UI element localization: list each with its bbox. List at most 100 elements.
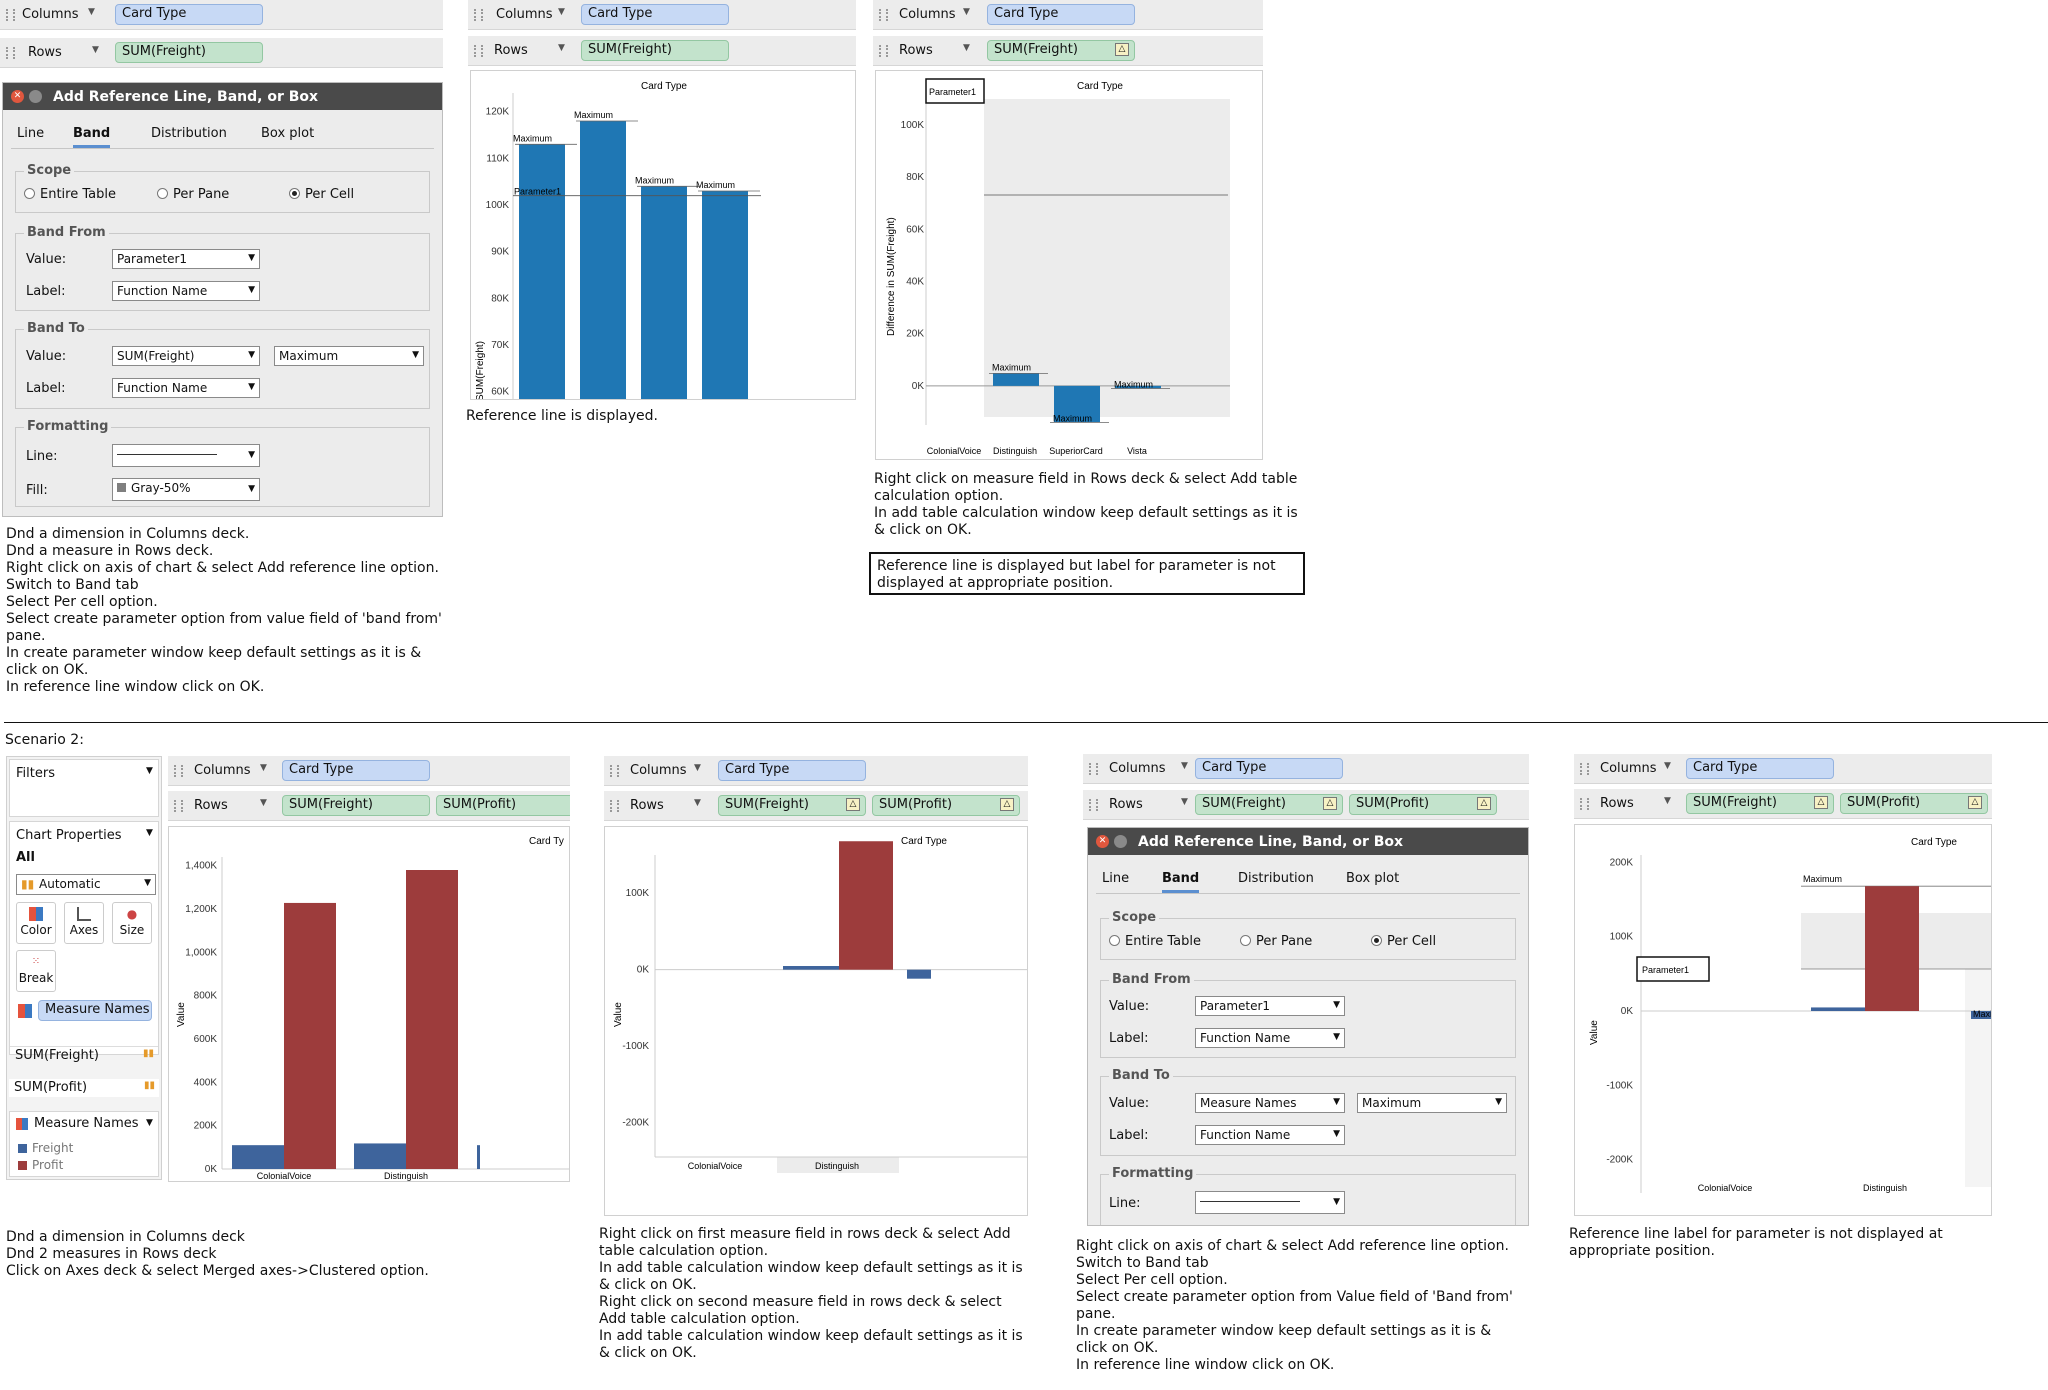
chevron-down-icon[interactable]: ▼ (146, 828, 153, 838)
columns-shelf[interactable]: Columns ▼ Card Type (873, 0, 1263, 30)
columns-shelf[interactable]: Columns ▼ Card Type (1083, 754, 1529, 784)
chevron-down-icon[interactable]: ▼ (694, 798, 701, 808)
axes-button[interactable]: Axes (64, 902, 104, 944)
line-style-select[interactable]: ▼ (112, 444, 260, 467)
band-to-label-select[interactable]: Function Name ▼ (112, 378, 260, 398)
tab-distribution[interactable]: Distribution (151, 126, 227, 141)
sum-freight-pill[interactable]: SUM(Freight) (581, 40, 729, 61)
color-button[interactable]: Color (16, 902, 56, 944)
sum-freight-row[interactable]: SUM(Freight) ▮▮ (10, 1046, 158, 1064)
card-type-pill[interactable]: Card Type (115, 4, 263, 25)
rows-shelf[interactable]: Rows ▼ SUM(Freight) (468, 36, 856, 66)
sum-freight-pill[interactable]: SUM(Freight) △ (987, 40, 1135, 61)
sum-freight-pill[interactable]: SUM(Freight) (282, 795, 430, 816)
tab-band[interactable]: Band (73, 126, 111, 148)
radio-entire-table[interactable]: Entire Table (24, 187, 116, 202)
color-measure-names[interactable]: Measure Names (16, 1000, 156, 1022)
rows-shelf[interactable]: Rows ▼ SUM(Freight) △ SUM(Profit) △ (1574, 789, 1992, 819)
sum-profit-row[interactable]: SUM(Profit) ▮▮ (9, 1079, 159, 1097)
sum-profit-pill[interactable]: SUM(Profit) △ (1349, 794, 1497, 815)
columns-label: Columns (1109, 761, 1166, 776)
band-to-label-select[interactable]: Function Name ▼ (1195, 1125, 1345, 1145)
tab-line[interactable]: Line (17, 126, 45, 141)
radio-per-cell[interactable]: Per Cell (1371, 934, 1436, 949)
mark-type-select[interactable]: ▮▮ Automatic ▼ (16, 874, 156, 895)
chevron-down-icon[interactable]: ▼ (1664, 796, 1671, 806)
columns-shelf[interactable]: Columns ▼ Card Type (468, 0, 856, 30)
band-to-value-select[interactable]: Measure Names ▼ (1195, 1093, 1345, 1113)
sum-freight-pill[interactable]: SUM(Freight) △ (1686, 793, 1834, 814)
y-tick-label: 200K (194, 1121, 218, 1132)
columns-shelf[interactable]: Columns ▼ Card Type (168, 756, 570, 786)
chevron-down-icon[interactable]: ▼ (963, 7, 970, 17)
columns-shelf[interactable]: Columns ▼ Card Type (1574, 754, 1992, 784)
chevron-down-icon[interactable]: ▼ (558, 7, 565, 17)
sum-profit-pill[interactable]: SUM(Profit) △ (872, 795, 1020, 816)
card-type-pill[interactable]: Card Type (581, 4, 729, 25)
radio-per-cell[interactable]: Per Cell (289, 187, 354, 202)
max-label: Maximum (696, 180, 735, 190)
chevron-down-icon[interactable]: ▼ (260, 763, 267, 773)
rows-shelf[interactable]: Rows ▼ SUM(Freight) △ (873, 36, 1263, 66)
columns-shelf[interactable]: Columns ▼ Card Type (604, 756, 1028, 786)
close-icon[interactable]: ✕ (11, 90, 24, 103)
chevron-down-icon[interactable]: ▼ (146, 1118, 153, 1128)
sum-freight-pill[interactable]: SUM(Freight) △ (718, 795, 866, 816)
rows-shelf[interactable]: Rows ▼ SUM(Freight) △ SUM(Profit) △ (1083, 790, 1529, 820)
card-type-pill[interactable]: Card Type (987, 4, 1135, 25)
card-type-pill[interactable]: Card Type (1686, 758, 1834, 779)
filters-card[interactable]: Filters ▼ (9, 759, 159, 817)
tab-box-plot[interactable]: Box plot (1346, 871, 1400, 886)
sum-freight-pill[interactable]: SUM(Freight) (115, 42, 263, 63)
card-type-pill[interactable]: Card Type (1195, 758, 1343, 779)
sum-freight-pill[interactable]: SUM(Freight) △ (1195, 794, 1343, 815)
band-from-label-select[interactable]: Function Name ▼ (112, 281, 260, 301)
chevron-down-icon[interactable]: ▼ (963, 43, 970, 53)
rows-shelf[interactable]: Rows ▼ SUM(Freight) △ SUM(Profit) △ (604, 791, 1028, 821)
sum-profit-pill[interactable]: SUM(Profit) △ (1840, 793, 1988, 814)
tab-box-plot[interactable]: Box plot (261, 126, 315, 141)
break-button[interactable]: ⁙ Break (16, 950, 56, 992)
chevron-down-icon[interactable]: ▼ (1181, 797, 1188, 807)
card-type-pill[interactable]: Card Type (282, 760, 430, 781)
minimize-icon[interactable] (29, 90, 42, 103)
chevron-down-icon[interactable]: ▼ (260, 798, 267, 808)
y-tick-label: 1,200K (185, 904, 217, 915)
rows-shelf[interactable]: Rows ▼ SUM(Freight) SUM(Profit) (168, 791, 570, 821)
chevron-down-icon[interactable]: ▼ (146, 766, 153, 776)
grip-icon (1089, 799, 1098, 811)
band-to-aggregation-select[interactable]: Maximum ▼ (1357, 1093, 1507, 1113)
minimize-icon[interactable] (1114, 835, 1127, 848)
fill-select[interactable]: Gray-50% ▼ (112, 478, 260, 501)
grip-icon (1089, 763, 1098, 775)
radio-entire-table[interactable]: Entire Table (1109, 934, 1201, 949)
size-button[interactable]: ● Size (112, 902, 152, 944)
rows-shelf[interactable]: Rows ▼ SUM(Freight) (0, 38, 443, 68)
tab-line[interactable]: Line (1102, 871, 1130, 886)
rows-label: Rows (194, 798, 228, 813)
tab-band[interactable]: Band (1162, 871, 1200, 893)
band-from-label-select[interactable]: Function Name ▼ (1195, 1028, 1345, 1048)
sum-profit-pill[interactable]: SUM(Profit) (436, 795, 570, 816)
chevron-down-icon[interactable]: ▼ (558, 43, 565, 53)
card-type-pill[interactable]: Card Type (718, 760, 866, 781)
chevron-down-icon[interactable]: ▼ (1664, 761, 1671, 771)
measure-names-pill[interactable]: Measure Names (38, 1000, 152, 1021)
chart-4: Card Type Value -200K -100K 0K 100K ColonialVo… (604, 826, 1028, 1216)
chevron-down-icon[interactable]: ▼ (88, 7, 95, 17)
tab-distribution[interactable]: Distribution (1238, 871, 1314, 886)
band-from-value-select[interactable]: Parameter1 ▼ (1195, 996, 1345, 1016)
radio-per-pane[interactable]: Per Pane (157, 187, 229, 202)
line-style-select[interactable]: ▼ (1195, 1191, 1345, 1214)
chevron-down-icon[interactable]: ▼ (694, 763, 701, 773)
band-to-aggregation-select[interactable]: Maximum ▼ (274, 346, 424, 366)
band-from-value-select[interactable]: Parameter1 ▼ (112, 249, 260, 269)
scenario2-title: Scenario 2: (5, 732, 84, 748)
columns-shelf[interactable]: Columns ▼ Card Type (0, 0, 443, 30)
close-icon[interactable]: ✕ (1096, 835, 1109, 848)
radio-per-pane[interactable]: Per Pane (1240, 934, 1312, 949)
chevron-down-icon[interactable]: ▼ (1181, 761, 1188, 771)
band-to-value-select[interactable]: SUM(Freight) ▼ (112, 346, 260, 366)
dialog-tabs: Line Band Distribution Box plot (11, 121, 434, 149)
chevron-down-icon[interactable]: ▼ (92, 45, 99, 55)
